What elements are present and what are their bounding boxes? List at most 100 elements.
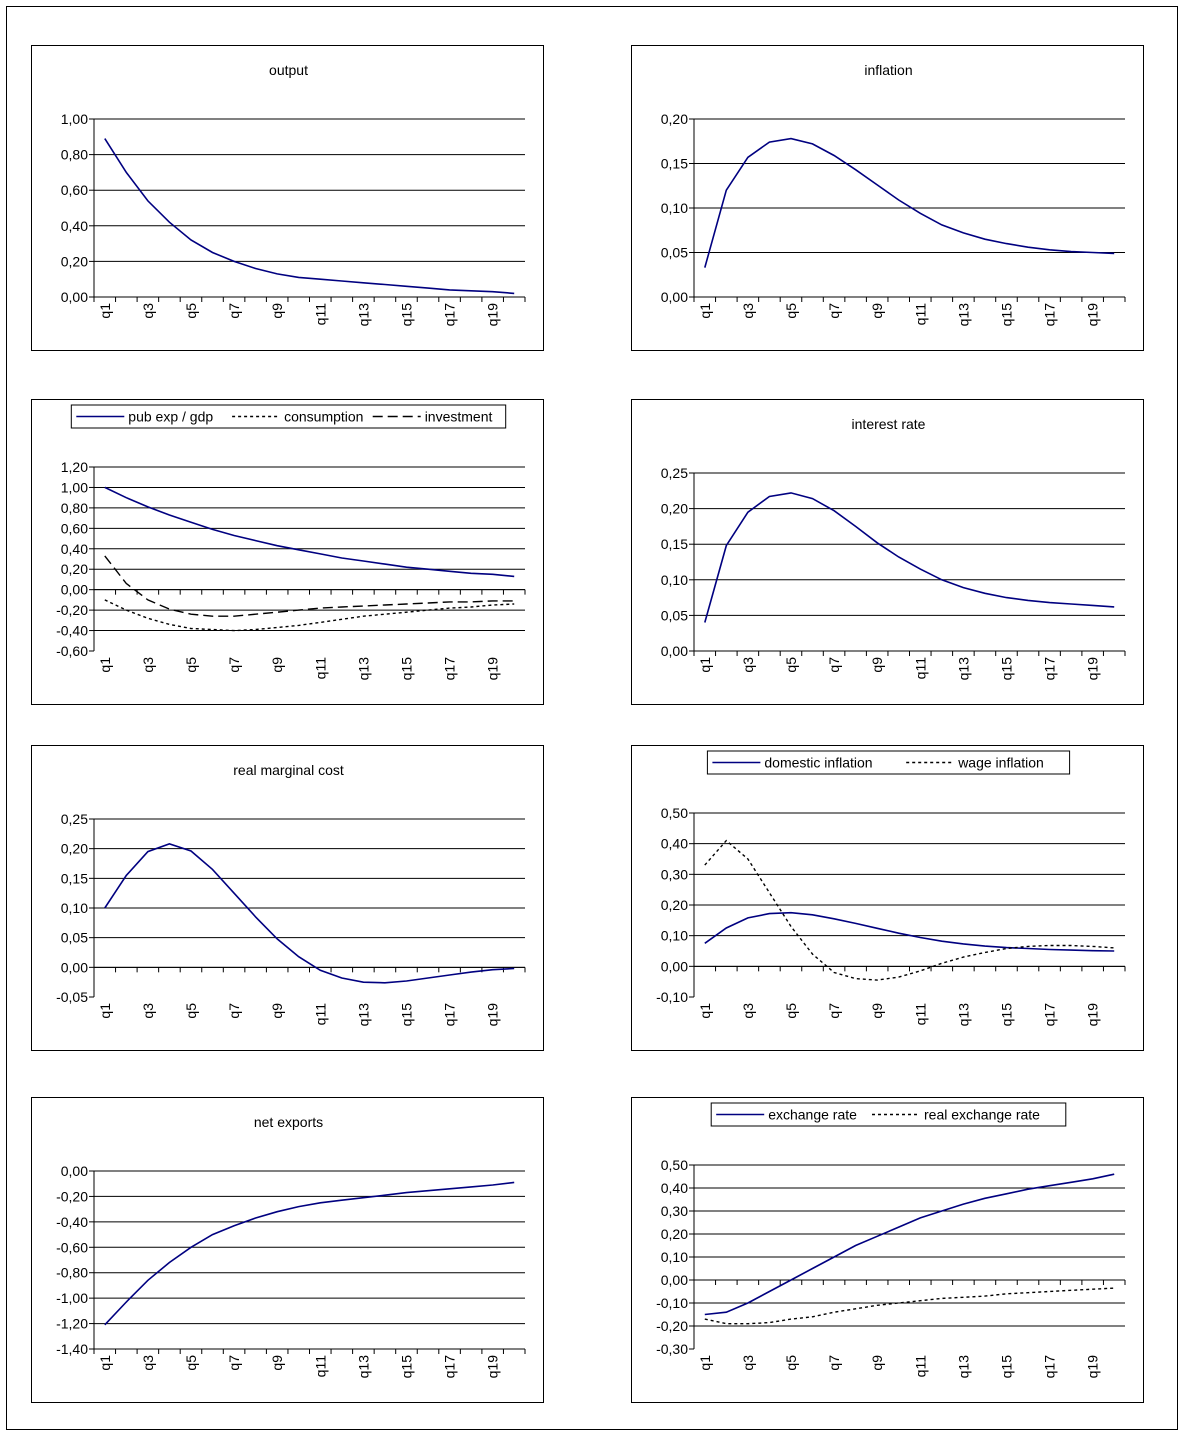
y-tick-label: 0,10 (661, 200, 688, 216)
x-tick-label: q7 (826, 1355, 842, 1371)
chart-domestic-wage-inflation: -0,10 0,00 0,10 0,20 0,30 0,40 0,50 q1 q3 q5 q7 q9 q… (631, 745, 1144, 1051)
series-line-1 (104, 1181, 515, 1326)
x-tick-label: q3 (740, 1355, 756, 1371)
series-line-consumption (104, 599, 515, 632)
x-tick-label: q3 (140, 1003, 156, 1019)
y-tick-label: 0,00 (61, 582, 88, 598)
x-tick-label: q3 (740, 657, 756, 673)
y-tick-label: -0,30 (656, 1341, 688, 1357)
x-tick-label: q17 (1042, 657, 1058, 681)
chart-svg: inflation 0,00 0,05 0,10 0,15 0,20 q1 q3 q5 q7 q9 q… (661, 62, 1126, 326)
legend-label: domestic inflation (764, 755, 872, 771)
chart-real-marginal-cost: real marginal cost -0,05 0,00 0,05 0,10 0,15 0… (31, 745, 544, 1051)
y-tick-label: 0,00 (61, 959, 88, 975)
x-tick-label: q13 (355, 657, 371, 681)
chart-title: interest rate (852, 416, 926, 432)
y-tick-label: 0,40 (61, 541, 88, 557)
x-tick-label: q5 (783, 1355, 799, 1371)
x-tick-label: q9 (869, 1355, 885, 1371)
y-tick-label: 0,05 (61, 930, 88, 946)
x-tick-label: q3 (140, 1355, 156, 1371)
x-tick-label: q7 (226, 1355, 242, 1371)
y-tick-label: -0,20 (56, 1188, 88, 1204)
series-line-pub-exp-gdp (104, 486, 515, 578)
y-tick-label: 0,80 (61, 147, 88, 163)
x-tick-label: q9 (269, 303, 285, 319)
x-tick-label: q1 (97, 303, 113, 319)
y-tick-label: 0,50 (661, 805, 688, 821)
chart-title: net exports (254, 1114, 323, 1130)
x-tick-label: q19 (1085, 657, 1101, 681)
x-tick-label: q5 (183, 1003, 199, 1019)
x-tick-label: q9 (869, 657, 885, 673)
y-tick-label: 0,50 (661, 1157, 688, 1173)
x-tick-label: q7 (226, 303, 242, 319)
x-tick-label: q13 (955, 1355, 971, 1379)
x-tick-label: q11 (312, 657, 328, 680)
chart-net-exports: net exports -1,40 -1,20 -1,00 -0,80 -0,60 -0,4… (31, 1097, 544, 1403)
y-tick-label: 0,20 (61, 253, 88, 269)
x-tick-label: q7 (826, 303, 842, 319)
x-tick-label: q7 (226, 657, 242, 673)
y-tick-label: 0,30 (661, 866, 688, 882)
x-tick-label: q9 (269, 1003, 285, 1019)
x-tick-label: q9 (869, 1003, 885, 1019)
legend-label: investment (425, 409, 493, 425)
x-tick-label: q17 (442, 657, 458, 681)
x-tick-label: q15 (398, 657, 414, 681)
x-tick-label: q19 (485, 303, 501, 327)
y-tick-label: -0,40 (56, 623, 88, 639)
x-tick-label: q15 (998, 1355, 1014, 1379)
x-tick-label: q17 (442, 1003, 458, 1027)
y-tick-label: -1,40 (56, 1341, 88, 1357)
y-tick-label: 0,40 (661, 1180, 688, 1196)
y-tick-label: 0,80 (61, 500, 88, 516)
y-tick-label: 0,00 (661, 289, 688, 305)
x-tick-label: q3 (140, 303, 156, 319)
y-tick-label: 0,00 (661, 643, 688, 659)
y-tick-label: -0,40 (56, 1214, 88, 1230)
y-tick-label: 0,20 (661, 1226, 688, 1242)
x-tick-label: q15 (398, 1003, 414, 1027)
chart-demand-components: -0,60 -0,40 -0,20 0,00 0,20 0,40 0,60 0,80 1,00 1… (31, 399, 544, 705)
x-tick-label: q1 (97, 1355, 113, 1371)
x-tick-label: q13 (955, 657, 971, 681)
x-tick-label: q5 (783, 303, 799, 319)
y-tick-label: -0,20 (656, 1318, 688, 1334)
legend-label: real exchange rate (924, 1107, 1040, 1123)
x-tick-label: q15 (998, 1003, 1014, 1027)
y-tick-label: -0,60 (56, 643, 88, 659)
y-tick-label: 0,40 (61, 218, 88, 234)
x-tick-label: q1 (697, 303, 713, 319)
y-tick-label: -0,80 (56, 1265, 88, 1281)
x-tick-label: q11 (312, 1355, 328, 1378)
x-tick-label: q13 (955, 1003, 971, 1027)
x-tick-label: q3 (140, 657, 156, 673)
series-line-1 (704, 137, 1115, 268)
y-tick-label: 0,10 (661, 928, 688, 944)
y-tick-label: -1,20 (56, 1316, 88, 1332)
x-tick-label: q5 (183, 1355, 199, 1371)
series-line-exchange-rate (704, 1173, 1115, 1316)
y-tick-label: 0,10 (661, 1249, 688, 1265)
y-tick-label: 0,20 (661, 897, 688, 913)
chart-svg: interest rate 0,00 0,05 0,10 0,15 0,20 0,25 q1 q… (661, 416, 1126, 681)
chart-svg: real marginal cost -0,05 0,00 0,05 0,10 0,15 0… (56, 762, 526, 1027)
chart-svg: -0,60 -0,40 -0,20 0,00 0,20 0,40 0,60 0,80 1,00 1… (56, 404, 526, 681)
x-tick-label: q11 (312, 303, 328, 326)
x-tick-label: q3 (740, 1003, 756, 1019)
chart-title: output (269, 62, 308, 78)
y-tick-label: 0,05 (661, 245, 688, 261)
y-tick-label: 0,00 (661, 958, 688, 974)
series-line-wage-inflation (704, 839, 1115, 981)
x-tick-label: q1 (697, 1355, 713, 1371)
chart-title: real marginal cost (233, 762, 344, 778)
series-line-1 (104, 138, 515, 295)
x-tick-label: q9 (269, 1355, 285, 1371)
y-tick-label: 0,60 (61, 182, 88, 198)
legend-label: wage inflation (957, 755, 1044, 771)
legend: pub exp / gdp consumption investment (70, 404, 507, 429)
y-tick-label: 0,30 (661, 1203, 688, 1219)
y-tick-label: 0,05 (661, 607, 688, 623)
y-tick-label: 0,20 (61, 841, 88, 857)
